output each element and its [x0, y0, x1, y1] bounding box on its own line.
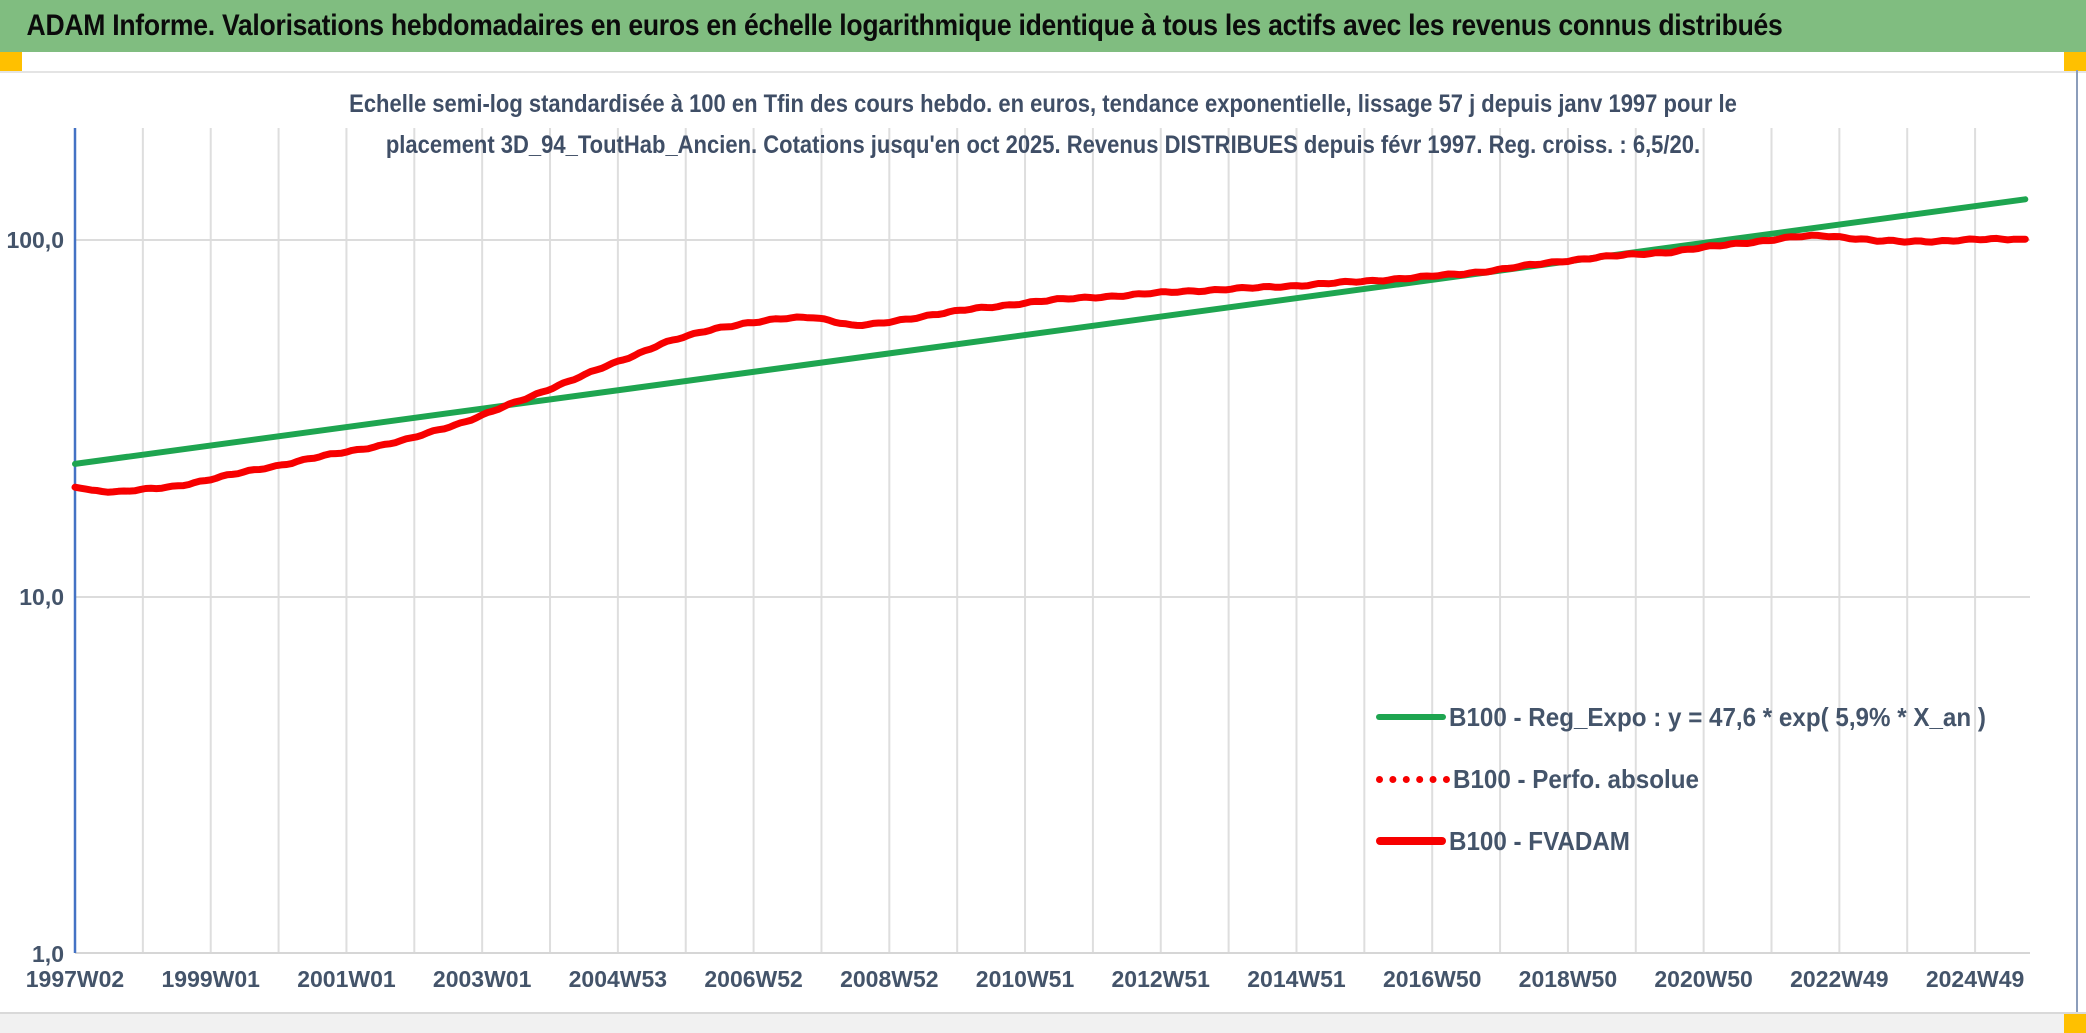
legend-item-perfo-absolue: B100 - Perfo. absolue	[1376, 748, 2026, 810]
divider-line-bottom	[0, 1012, 2086, 1014]
divider-line-top	[0, 71, 2086, 73]
chart-title: Echelle semi-log standardisée à 100 en T…	[0, 84, 2086, 166]
legend-item-fvadam: B100 - FVADAM	[1376, 810, 2026, 872]
legend-swatch-red-line	[1376, 837, 1446, 845]
legend-label: B100 - Perfo. absolue	[1453, 763, 1699, 794]
legend-item-reg-expo: B100 - Reg_Expo : y = 47,6 * exp( 5,9% *…	[1376, 686, 2026, 748]
chart-legend: B100 - Reg_Expo : y = 47,6 * exp( 5,9% *…	[1376, 686, 2026, 872]
series-line-fvadam	[71, 231, 2029, 496]
legend-label: B100 - Reg_Expo : y = 47,6 * exp( 5,9% *…	[1449, 701, 1986, 732]
legend-label: B100 - FVADAM	[1449, 825, 1630, 856]
chart-title-line-2: placement 3D_94_ToutHab_Ancien. Cotation…	[385, 131, 1701, 159]
series-line-perfo-absolue	[72, 232, 2028, 495]
accent-square-top-right	[2064, 52, 2086, 71]
legend-swatch-green-line	[1376, 714, 1446, 720]
accent-square-bottom-right	[2064, 1014, 2086, 1033]
legend-swatch-red-dotted-line	[1376, 775, 1450, 783]
series-line-reg-expo	[72, 196, 2029, 467]
chart-title-line-1: Echelle semi-log standardisée à 100 en T…	[349, 90, 1737, 118]
accent-square-top-left	[0, 52, 22, 71]
pane-right-border	[2076, 70, 2078, 1014]
page-title: ADAM Informe. Valorisations hebdomadaire…	[26, 9, 1783, 42]
bottom-strip	[0, 1014, 2086, 1033]
window-header: ADAM Informe. Valorisations hebdomadaire…	[0, 0, 2086, 52]
